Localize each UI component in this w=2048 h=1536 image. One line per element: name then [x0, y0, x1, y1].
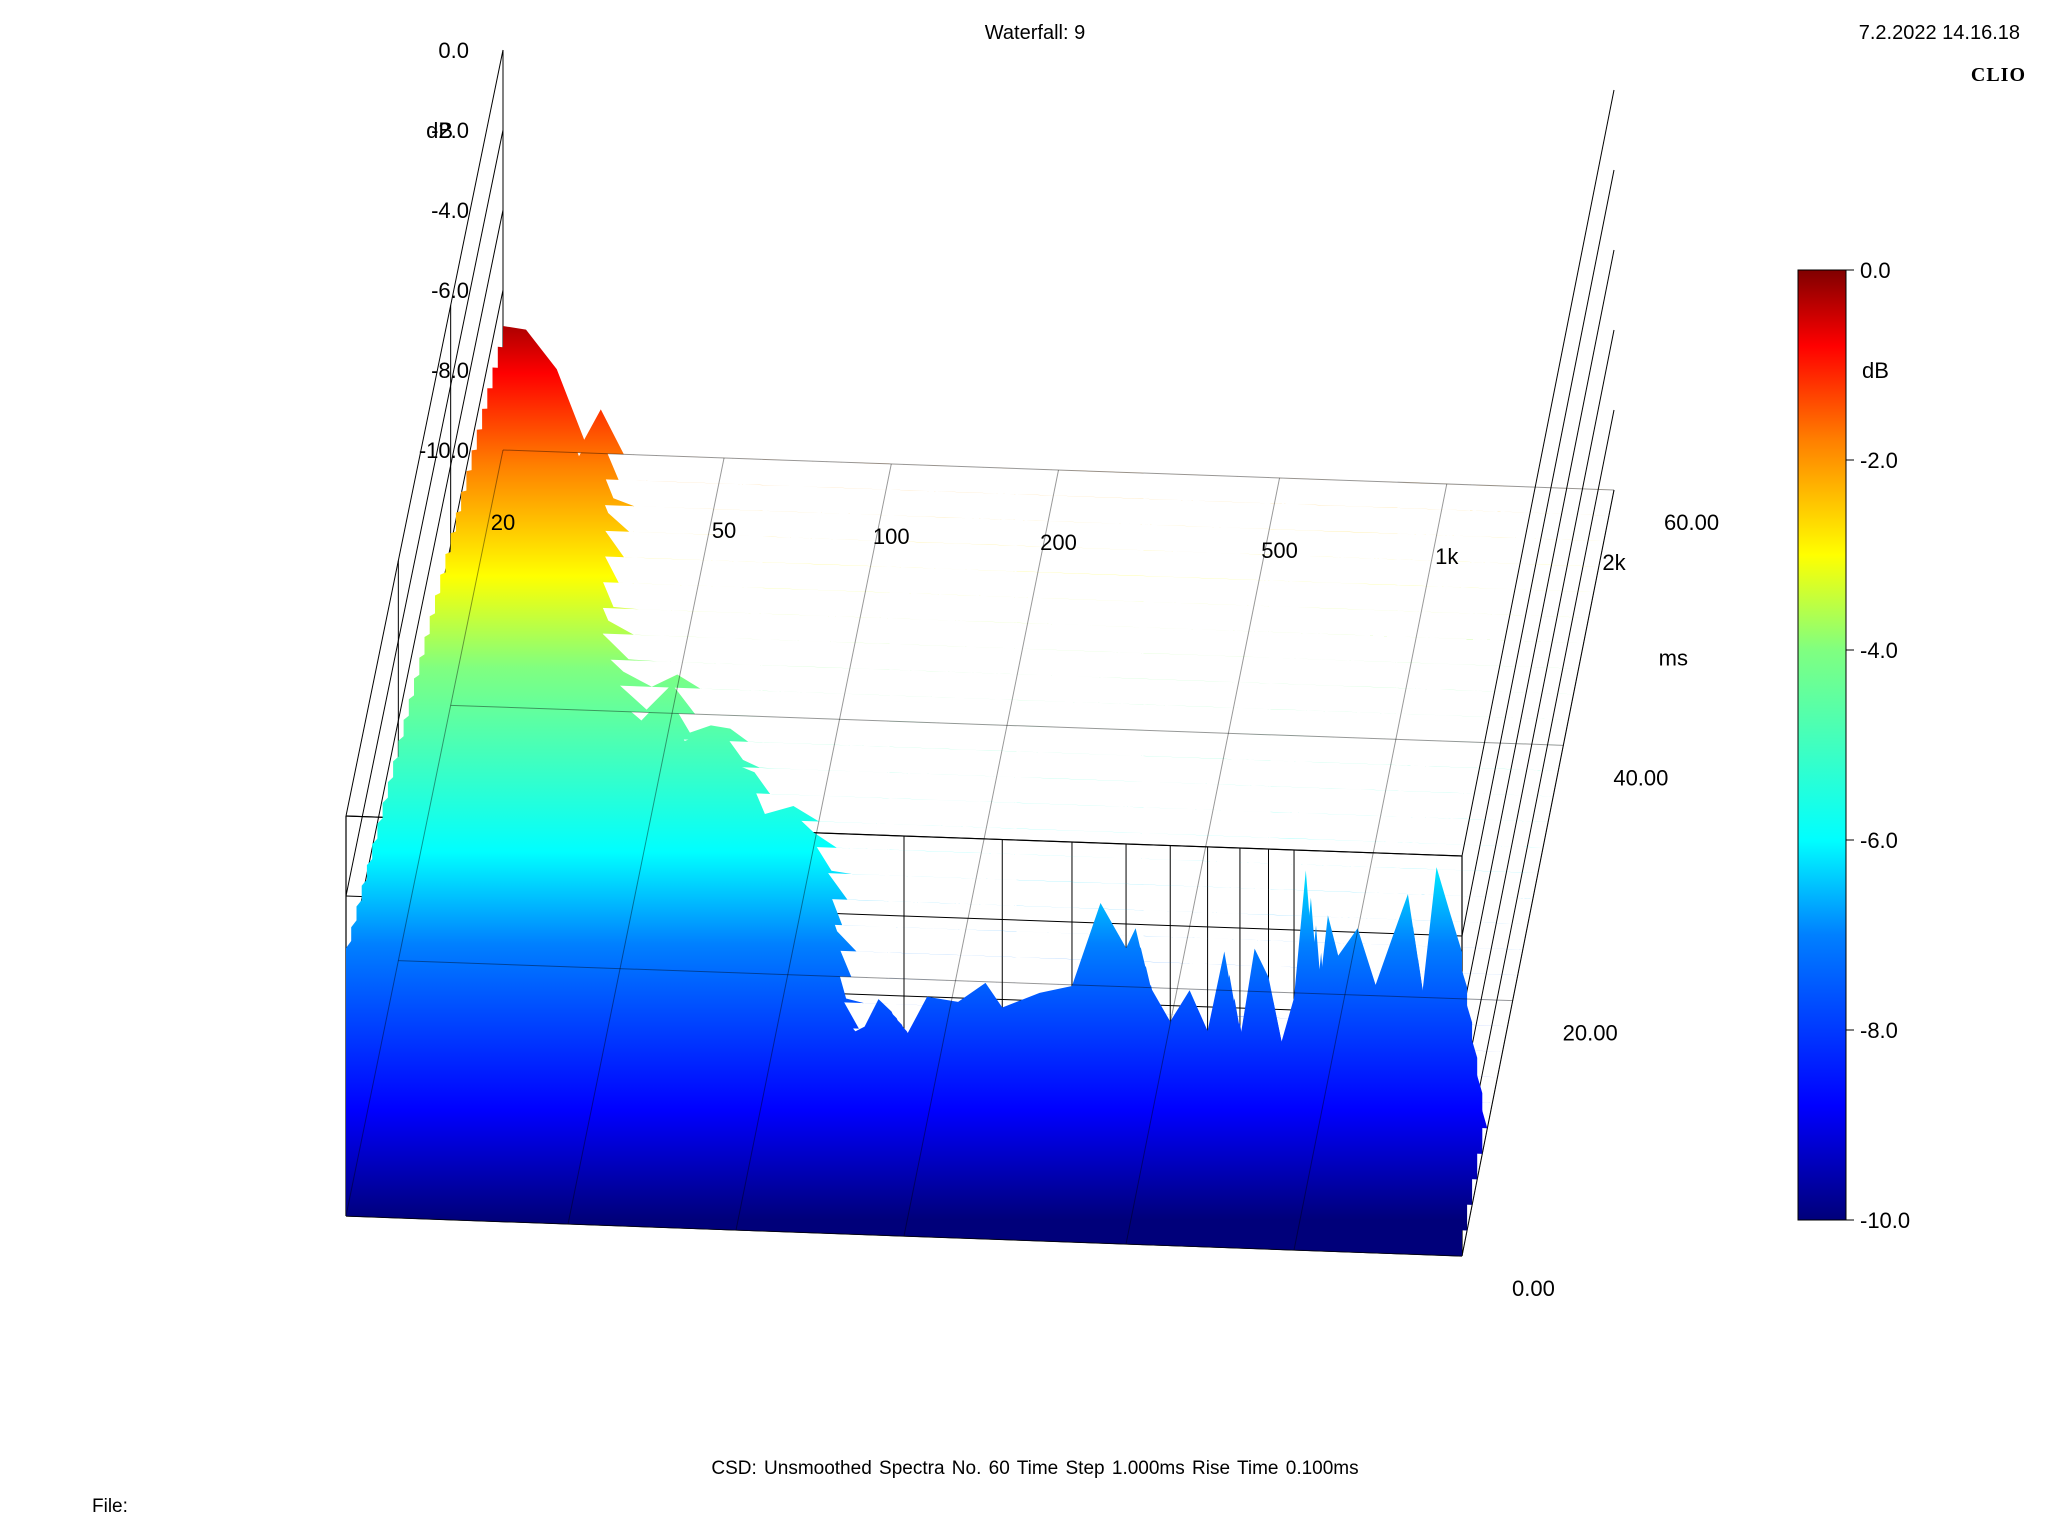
- z-tick-label: 60.00: [1664, 510, 1719, 535]
- spectrum-slice: [455, 505, 1569, 720]
- colorbar-tick-label: 0.0: [1860, 258, 1891, 283]
- floor-grid: [345, 449, 1615, 1257]
- colorbar-tick-label: -6.0: [1860, 828, 1898, 853]
- y-tick-label: -8.0: [431, 358, 469, 383]
- floor-freq-gridline: [567, 457, 725, 1225]
- floor-freq-gridline: [1461, 489, 1615, 1257]
- floor-freq-gridline: [735, 463, 892, 1231]
- x-tick-label: 2k: [1602, 550, 1626, 575]
- floor-time-gridline: [450, 704, 1564, 746]
- z-tick-label: 20.00: [1563, 1021, 1618, 1046]
- right-gridline: [1461, 409, 1615, 1177]
- y-tick-label: -2.0: [431, 118, 469, 143]
- y-tick-label: -4.0: [431, 198, 469, 223]
- side-gridline: [345, 209, 504, 977]
- axis-ticks: 0.0 dB-2.0 -4.0 -6.0 -8.0 -10.0 20 50 100 200 500 1…: [419, 38, 1719, 1301]
- x-tick-label: 200: [1040, 530, 1077, 555]
- right-gridline: [1461, 169, 1615, 937]
- z-tick-label: 40.00: [1613, 765, 1668, 790]
- spectrum-slice: [346, 845, 1462, 1256]
- z-axis-unit-label: ms: [1659, 646, 1688, 671]
- x-tick-label: 500: [1261, 538, 1298, 563]
- x-tick-label: 20: [491, 510, 515, 535]
- chart-title: Waterfall: 9: [984, 22, 1086, 44]
- colorbar-tick-label: -10.0: [1860, 1208, 1910, 1233]
- right-gridline: [1461, 89, 1615, 857]
- spectrum-slice: [492, 367, 1604, 542]
- floor-freq-gridline: [903, 469, 1059, 1237]
- spectrum-slice: [466, 466, 1579, 669]
- floor-time-gridline: [345, 1215, 1463, 1257]
- z-tick-label: 0.00: [1512, 1276, 1555, 1301]
- right-gridline: [1461, 249, 1615, 1017]
- floor-freq-gridline: [1293, 483, 1448, 1251]
- x-tick-label: 100: [873, 524, 910, 549]
- side-gridline: [345, 49, 504, 817]
- spectrum-slice: [461, 486, 1574, 695]
- colorbar: 0.0 -2.0 -4.0 -6.0 -8.0 -10.0 dB: [1797, 258, 1910, 1233]
- waterfall-surface: [346, 326, 1614, 1256]
- y-tick-label: -10.0: [419, 438, 469, 463]
- file-label: File:: [92, 1496, 128, 1517]
- floor-freq-gridline: [1125, 477, 1281, 1245]
- floor-freq-gridline: [345, 449, 504, 1217]
- csd-settings-info: CSD: Unsmoothed Spectra No. 60 Time Step…: [711, 1458, 1359, 1479]
- spectrum-slice: [503, 326, 1614, 490]
- colorbar-gradient: [1797, 269, 1847, 1221]
- x-tick-label: 50: [712, 518, 736, 543]
- floor-time-gridline: [502, 449, 1615, 491]
- side-gridline: [345, 129, 504, 897]
- spectrum-slice: [471, 447, 1584, 644]
- right-gridline: [1461, 329, 1615, 1097]
- floor-time-gridline: [398, 960, 1513, 1002]
- x-tick-label: 1k: [1435, 544, 1459, 569]
- colorbar-tick-label: -4.0: [1860, 638, 1898, 663]
- y-tick-label: -6.0: [431, 278, 469, 303]
- spectrum-slice: [482, 407, 1594, 593]
- colorbar-tick-label: -8.0: [1860, 1018, 1898, 1043]
- colorbar-unit-label: dB: [1862, 358, 1889, 383]
- spectrum-slice: [497, 346, 1609, 516]
- y-tick-label: 0.0: [438, 38, 469, 63]
- measurement-datetime: 7.2.2022 14.16.18: [1858, 22, 2020, 44]
- spectrum-slice: [440, 564, 1554, 797]
- y-axis-unit-label: dB: [426, 118, 453, 143]
- spectrum-slice: [476, 427, 1589, 618]
- clio-brand-logo: CLIO: [1970, 64, 2026, 86]
- colorbar-tick-label: -2.0: [1860, 448, 1898, 473]
